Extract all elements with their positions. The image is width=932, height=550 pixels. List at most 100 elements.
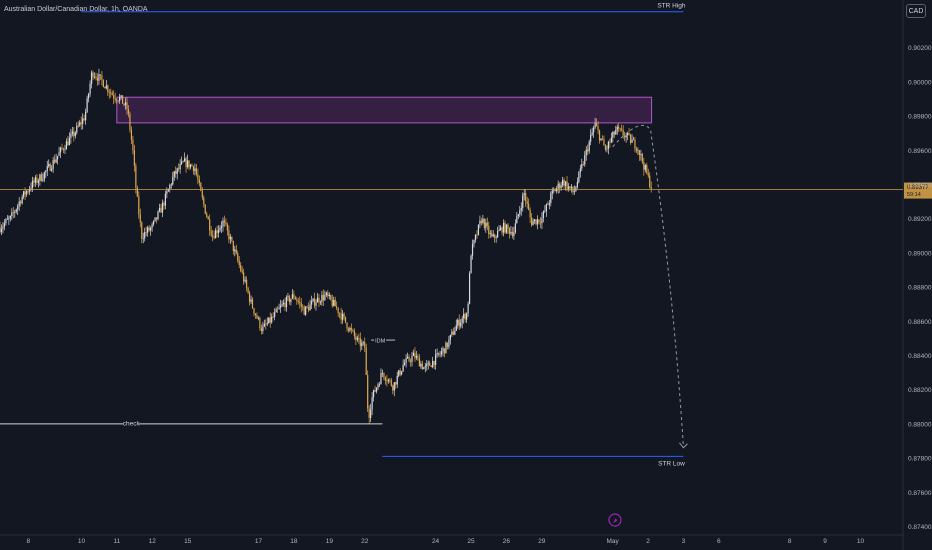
candle-body xyxy=(148,227,150,231)
candle-body xyxy=(629,134,632,143)
currency-badge[interactable]: CAD xyxy=(906,4,926,18)
candle-body xyxy=(579,168,581,173)
candle-body xyxy=(263,323,265,327)
candle-body xyxy=(647,173,649,176)
candle-body xyxy=(194,168,196,171)
tradingview-logo-icon[interactable] xyxy=(608,513,622,527)
price-axis[interactable]: 0.90200 0.90000 0.89800 0.89600 0.89400 0.892… xyxy=(908,45,932,531)
candle-body xyxy=(501,227,503,233)
candle-body xyxy=(443,348,446,354)
candle-body xyxy=(582,164,584,165)
candle-body xyxy=(421,363,423,370)
candle-body xyxy=(529,209,531,218)
candle-body xyxy=(463,313,465,319)
candle-body xyxy=(632,139,635,141)
candle-body xyxy=(424,366,426,368)
candle-body xyxy=(609,141,611,143)
candle-body xyxy=(551,190,553,194)
candle-body xyxy=(309,304,311,311)
candle-body xyxy=(251,299,254,309)
candle-body xyxy=(244,279,246,282)
candle-body xyxy=(557,183,559,189)
candle-body xyxy=(330,294,332,300)
candle-body xyxy=(285,297,288,308)
candle-body xyxy=(588,141,590,152)
candle-body xyxy=(59,147,62,153)
candle-body xyxy=(442,348,444,352)
candle-body xyxy=(516,216,518,224)
x-tick-label: 29 xyxy=(538,538,546,545)
candle-body xyxy=(507,224,509,229)
candle-body xyxy=(204,204,206,214)
candle-body xyxy=(248,292,251,302)
candle-body xyxy=(468,273,471,304)
candle-body xyxy=(238,260,240,266)
candle-body xyxy=(486,222,488,226)
candle-body xyxy=(256,315,258,319)
candle-body xyxy=(104,87,106,89)
candle-body xyxy=(175,171,177,174)
candle-body xyxy=(479,220,481,225)
y-tick-label: 0.88600 xyxy=(908,319,932,326)
x-tick-label: 2 xyxy=(646,538,650,545)
candle-body xyxy=(327,292,329,297)
candle-body xyxy=(581,164,583,169)
candle-body xyxy=(179,163,181,170)
candle-body xyxy=(246,279,248,288)
candles xyxy=(0,68,652,424)
time-axis[interactable]: 8 10 11 12 15 17 18 19 22 24 25 26 29 May 2 3 6 8 9 10 xyxy=(27,538,865,545)
candle-body xyxy=(291,294,293,299)
level-lines: STR High STR Low check IDM xyxy=(0,3,686,467)
candle-body xyxy=(54,159,56,163)
candle-body xyxy=(144,232,146,239)
candle-body xyxy=(290,298,292,303)
candle-body xyxy=(9,215,11,219)
x-tick-label: 22 xyxy=(361,538,369,545)
candle-body xyxy=(287,296,289,298)
candle-body xyxy=(68,137,71,146)
candle-body xyxy=(603,139,605,146)
candle-body xyxy=(90,72,93,84)
candle-body xyxy=(266,323,268,325)
candle-body xyxy=(220,226,223,228)
candle-body xyxy=(28,189,31,192)
candle-body xyxy=(117,100,119,102)
candle-body xyxy=(102,80,104,88)
candle-body xyxy=(333,299,335,306)
candle-body xyxy=(477,224,480,235)
candle-body xyxy=(200,182,202,191)
candle-body xyxy=(124,102,127,106)
candle-body xyxy=(58,152,60,156)
candle-body xyxy=(461,318,463,323)
candle-body xyxy=(562,179,564,186)
candle-body xyxy=(192,166,195,171)
candle-body xyxy=(297,301,299,302)
level-label: check xyxy=(123,421,141,428)
candle-body xyxy=(182,161,184,163)
candle-body xyxy=(226,224,229,231)
candle-body xyxy=(378,384,381,385)
x-tick-label: 8 xyxy=(788,538,792,545)
candle-body xyxy=(243,272,245,282)
candle-body xyxy=(491,233,493,237)
candle-body xyxy=(430,365,432,368)
candle-body xyxy=(550,193,552,204)
candle-body xyxy=(71,131,73,135)
candle-body xyxy=(404,363,406,366)
candle-body xyxy=(640,154,642,156)
candle-body xyxy=(52,159,54,169)
candle-body xyxy=(563,179,565,186)
candle-body xyxy=(324,294,326,300)
candle-body xyxy=(553,189,555,191)
candle-body xyxy=(401,371,403,375)
candle-body xyxy=(126,102,128,110)
candle-body xyxy=(374,389,376,392)
y-tick-label: 0.89600 xyxy=(908,148,932,155)
candle-body xyxy=(597,126,599,131)
candle-body xyxy=(435,354,437,365)
candle-body xyxy=(644,165,646,170)
candle-body xyxy=(440,351,443,355)
candle-body xyxy=(429,362,431,366)
candle-body xyxy=(375,387,378,392)
